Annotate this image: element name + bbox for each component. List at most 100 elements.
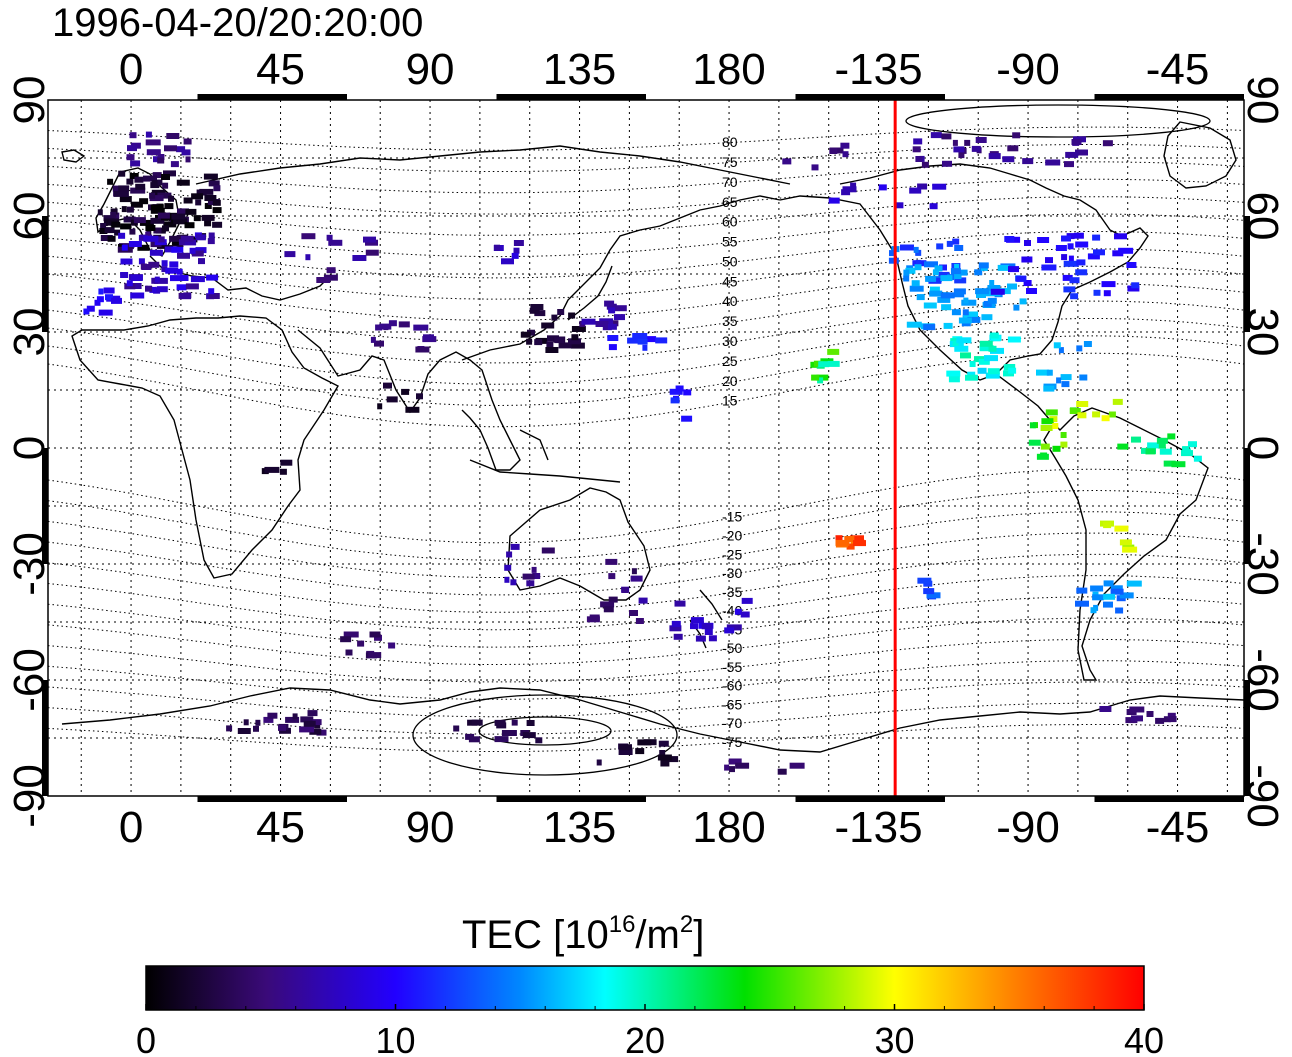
longitude-tick-label: -45 [1146,803,1210,852]
tec-sample [184,222,195,229]
tec-sample [729,766,735,773]
tec-sample [1063,286,1076,293]
tec-sample [541,322,555,329]
tec-sample [150,207,165,214]
tec-sample [206,274,219,281]
tec-sample [1103,522,1112,529]
tec-sample [255,719,261,726]
tec-sample [1112,250,1124,257]
tec-sample [183,197,193,204]
tec-sample [1119,592,1134,599]
tec-sample [1021,256,1033,263]
frame-bar [197,796,347,802]
tec-sample [979,340,993,347]
tec-sample [581,318,596,325]
contour-label: -55 [722,659,742,675]
tec-sample [1002,156,1015,163]
tec-sample [658,740,669,747]
tec-sample [113,190,129,197]
tec-sample [316,277,331,283]
tec-sample [98,309,113,316]
tec-sample [900,244,914,251]
tec-sample [1071,139,1082,145]
tec-sample [606,303,617,310]
colorbar-title: TEC [1016/m2] [462,911,704,957]
tec-sample [551,314,558,321]
tec-sample [903,275,910,282]
tec-sample [300,716,314,723]
tec-sample [504,576,510,583]
tec-sample [169,261,179,268]
tec-sample [357,640,365,647]
tec-sample [110,211,117,218]
tec-sample [934,265,943,272]
tec-sample [782,158,792,165]
tec-sample [513,240,524,246]
tec-sample [1090,585,1104,592]
tec-sample [988,153,1001,160]
tec-sample [504,564,512,571]
tec-sample [285,716,300,723]
tec-sample [118,232,126,239]
tec-sample [388,642,396,649]
tec-sample [363,236,376,243]
tec-sample [126,206,134,213]
tec-sample [114,229,121,236]
tec-sample [923,324,936,331]
tec-sample [405,406,420,413]
frame-bar [1094,94,1244,100]
tec-sample [545,347,559,353]
tec-sample [177,252,190,259]
tec-sample [316,729,327,736]
tec-sample [969,361,976,367]
frame-bar [795,796,945,802]
tec-sample [416,393,423,400]
tec-sample [975,288,990,295]
tec-sample [1036,369,1049,376]
tec-sample [954,245,964,251]
tec-sample [589,614,600,621]
tec-sample [930,132,942,139]
tec-sample [501,258,514,265]
tec-sample [168,195,174,202]
tec-sample [558,342,572,349]
tec-sample [974,269,983,276]
tec-sample [1061,254,1068,261]
contour-label: -20 [722,528,742,544]
tec-sample [130,187,146,194]
colorbar-tick-label: 30 [874,1020,914,1057]
tec-sample [1167,712,1176,719]
tec-sample [896,202,904,209]
tec-sample [154,276,160,283]
tec-sample [675,385,684,392]
tec-sample [153,156,161,163]
contour-label: -75 [722,734,742,750]
tec-sample [1060,441,1068,448]
tec-sample [1114,233,1127,240]
tec-sample [157,192,172,199]
tec-sample [724,627,735,634]
tec-sample [977,367,987,374]
tec-sample [983,300,992,307]
tec-sample [595,321,609,327]
tec-sample [929,290,943,297]
tec-sample [183,138,192,145]
tec-sample [165,267,179,274]
tec-sample [494,719,506,726]
tec-sample [312,719,322,726]
tec-sample [619,744,632,751]
coast-antarctica [61,687,1244,753]
longitude-tick-label: -135 [835,45,923,94]
tec-sample [1131,715,1143,722]
tec-sample [669,388,683,395]
tec-sample [554,337,565,344]
tec-sample [280,459,293,466]
tec-sample [932,269,939,276]
tec-sample [695,635,706,642]
tec-sample [118,185,130,192]
contour-line [48,724,1244,752]
tec-sample [1023,280,1032,286]
tec-sample [734,608,742,615]
latitude-tick-label: 30 [5,308,54,357]
tec-sample [343,631,359,638]
